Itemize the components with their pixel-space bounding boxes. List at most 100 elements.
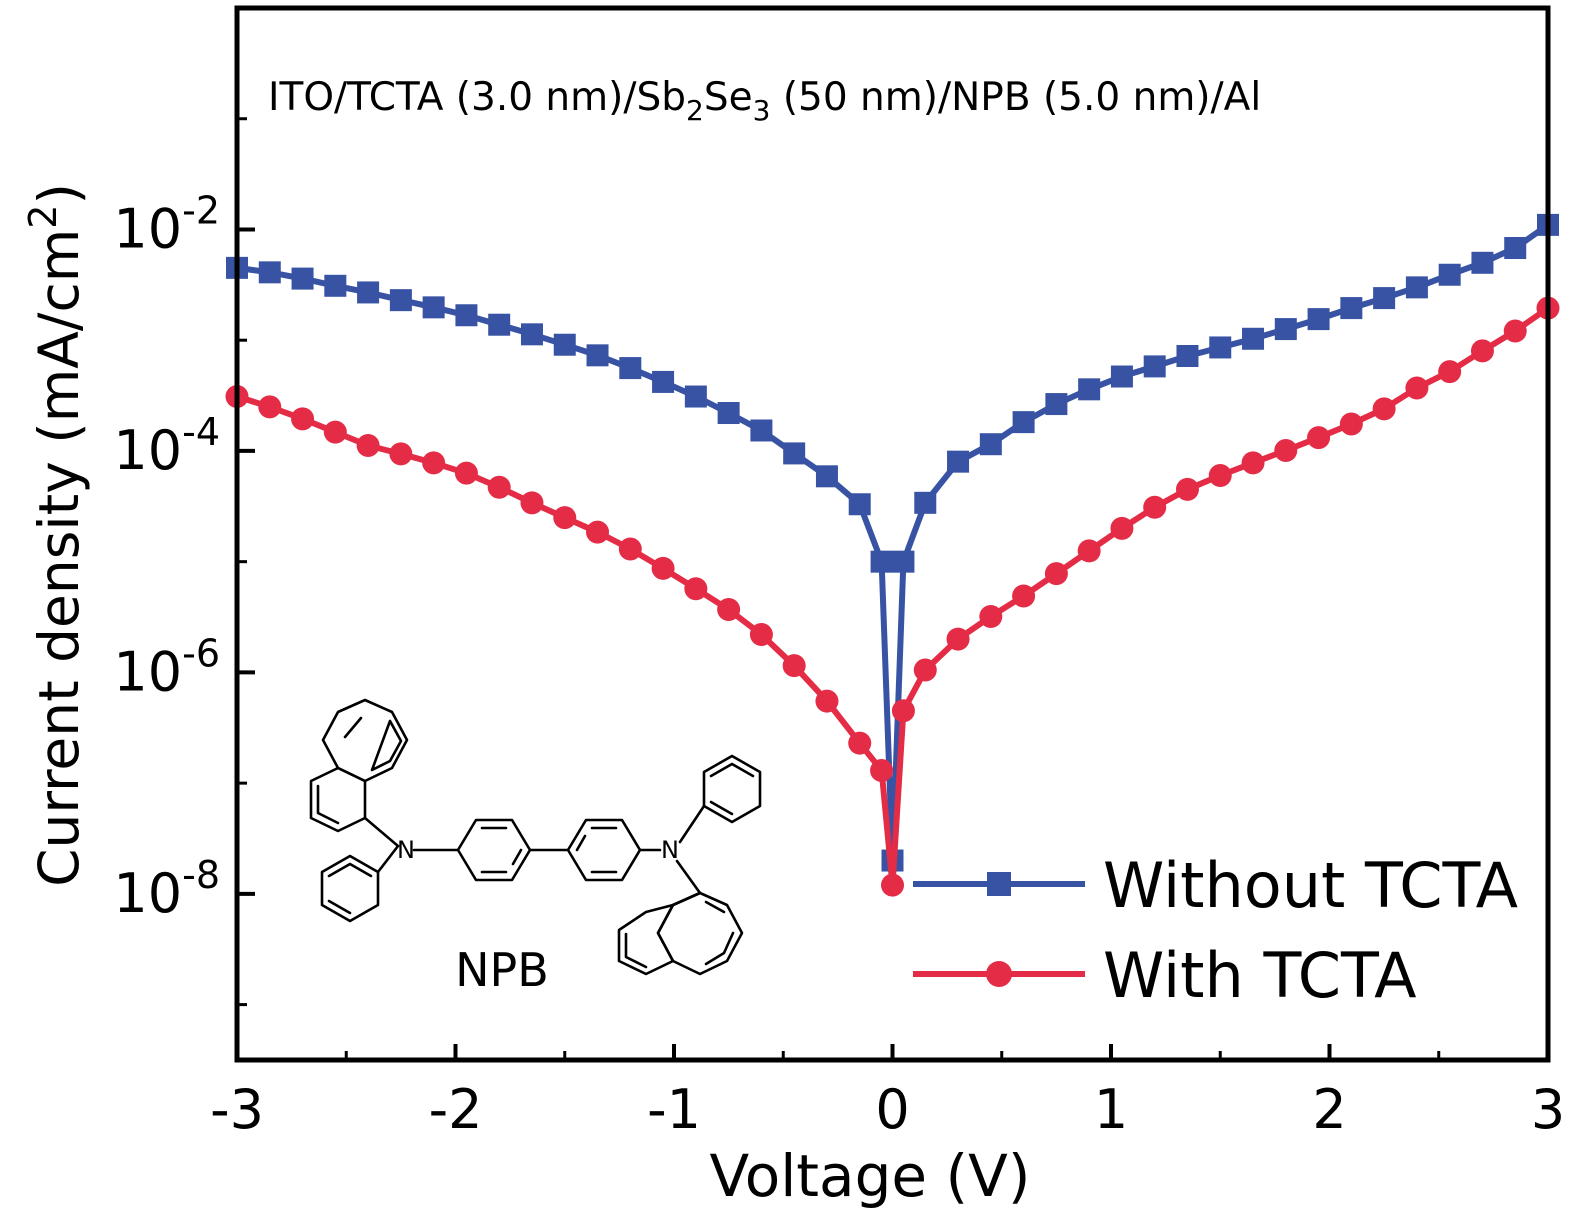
data-point-with-tcta (1470, 339, 1494, 363)
x-tick-label: 1 (1094, 1078, 1128, 1141)
data-point-with-tcta (1438, 360, 1462, 384)
data-point-without-tcta (1176, 344, 1199, 367)
data-point-with-tcta (553, 506, 577, 530)
data-point-with-tcta (848, 731, 872, 755)
legend-marker-with-tcta (986, 961, 1012, 987)
data-point-without-tcta (1110, 365, 1133, 388)
data-point-with-tcta (881, 873, 904, 897)
x-tick-label: -1 (647, 1078, 701, 1141)
x-tick-label: 0 (875, 1078, 909, 1141)
legend-marker-without-tcta (987, 872, 1011, 896)
data-point-without-tcta (684, 385, 707, 408)
data-point-without-tcta (1405, 276, 1428, 299)
data-point-with-tcta (487, 475, 511, 499)
data-point-with-tcta (1372, 397, 1396, 421)
data-point-with-tcta (913, 658, 937, 682)
y-tick-labels: 10-2 10-4 10-6 10-8 (113, 188, 220, 924)
data-point-with-tcta (454, 461, 478, 485)
data-point-with-tcta (1110, 516, 1134, 540)
data-point-with-tcta (782, 654, 806, 678)
data-point-without-tcta (848, 493, 871, 516)
x-tick-label: 2 (1312, 1078, 1346, 1141)
data-point-without-tcta (488, 313, 511, 336)
x-axis-label: Voltage (V) (710, 1142, 1031, 1210)
x-tick-labels: -3 -2 -1 0 1 2 3 (210, 1078, 1565, 1141)
device-annotation: ITO/TCTA (3.0 nm)/Sb2Se3 (50 nm)/NPB (5.… (268, 75, 1261, 127)
data-point-with-tcta (946, 627, 970, 651)
data-point-with-tcta (586, 520, 610, 544)
data-point-without-tcta (1209, 336, 1232, 359)
data-point-with-tcta (651, 556, 675, 580)
legend: Without TCTA With TCTA (913, 849, 1518, 1012)
legend-label-with-tcta: With TCTA (1103, 939, 1416, 1012)
data-point-without-tcta (619, 357, 642, 380)
data-point-with-tcta (323, 420, 347, 444)
x-tick-label: -3 (210, 1078, 264, 1141)
data-point-with-tcta (258, 395, 282, 419)
data-point-without-tcta (947, 450, 970, 473)
data-point-with-tcta (1077, 539, 1101, 563)
data-point-with-tcta (291, 407, 315, 431)
data-point-without-tcta (892, 550, 915, 573)
data-point-without-tcta (1045, 393, 1068, 416)
data-point-without-tcta (1340, 297, 1363, 320)
data-point-without-tcta (422, 296, 445, 319)
data-point-without-tcta (914, 491, 937, 514)
y-tick-label: 10-2 (113, 188, 220, 260)
data-point-with-tcta (979, 604, 1003, 628)
data-point-without-tcta (979, 433, 1002, 456)
series-line-without-tcta (236, 222, 1550, 864)
data-point-with-tcta (520, 491, 544, 515)
data-point-with-tcta (1012, 584, 1036, 608)
x-tick-label: 3 (1531, 1078, 1565, 1141)
data-point-with-tcta (1208, 463, 1232, 487)
data-point-with-tcta (1175, 477, 1199, 501)
data-point-with-tcta (749, 622, 773, 646)
data-point-without-tcta (258, 261, 281, 284)
plot-area (225, 5, 1560, 1063)
data-point-without-tcta (717, 402, 740, 425)
data-point-without-tcta (652, 370, 675, 393)
data-point-with-tcta (815, 689, 839, 713)
data-point-with-tcta (684, 577, 708, 601)
y-axis-label: Current density (mA/cm2) (21, 183, 91, 887)
y-tick-label: 10-6 (113, 631, 220, 703)
data-point-without-tcta (750, 419, 773, 442)
data-point-without-tcta (1504, 237, 1527, 260)
y-tick-label: 10-8 (113, 853, 220, 925)
data-point-with-tcta (891, 699, 915, 723)
x-tick-label: -2 (429, 1078, 483, 1141)
data-point-with-tcta (870, 759, 894, 783)
npb-label: NPB (455, 943, 549, 997)
data-point-with-tcta (1405, 376, 1429, 400)
axis-ticks (235, 6, 1550, 1060)
npb-atom-label-left: N (397, 836, 415, 864)
data-point-without-tcta (520, 323, 543, 346)
data-point-with-tcta (422, 451, 446, 475)
data-point-without-tcta (586, 344, 609, 367)
data-point-with-tcta (1143, 495, 1167, 519)
data-point-without-tcta (357, 281, 380, 304)
legend-label-without-tcta: Without TCTA (1103, 849, 1518, 922)
data-point-without-tcta (389, 289, 412, 312)
data-point-without-tcta (553, 333, 576, 356)
data-point-without-tcta (815, 465, 838, 488)
data-point-without-tcta (1012, 411, 1035, 434)
npb-atom-label-right: N (661, 836, 679, 864)
data-point-with-tcta (356, 433, 380, 457)
data-point-with-tcta (1044, 562, 1068, 586)
data-point-without-tcta (291, 267, 314, 290)
data-point-without-tcta (455, 304, 478, 327)
y-tick-label: 10-4 (113, 410, 220, 482)
data-point-with-tcta (1307, 426, 1331, 450)
data-point-without-tcta (1373, 287, 1396, 310)
data-point-with-tcta (389, 442, 413, 466)
data-point-without-tcta (870, 550, 893, 573)
data-point-with-tcta (1241, 451, 1265, 475)
data-point-with-tcta (1503, 319, 1527, 343)
series-layer (225, 213, 1560, 897)
data-point-without-tcta (324, 274, 347, 297)
data-point-with-tcta (1339, 412, 1363, 436)
data-point-with-tcta (1274, 438, 1298, 462)
